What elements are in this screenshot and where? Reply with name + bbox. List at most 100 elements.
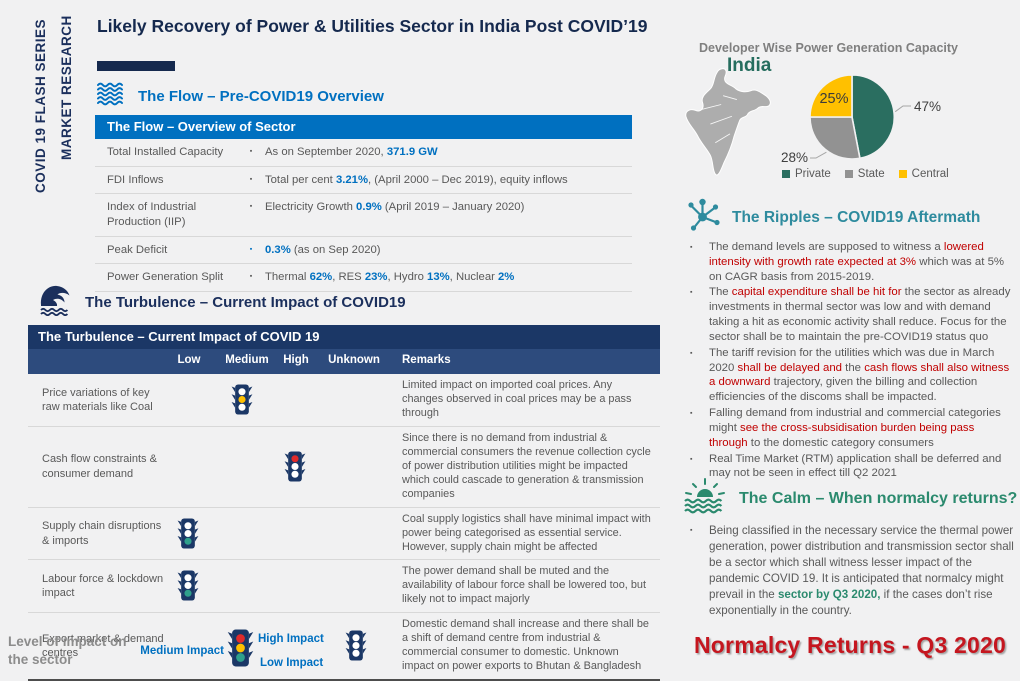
series-banner-line1: COVID 19 FLASH SERIES — [33, 18, 48, 193]
highlight-text: see the cross-subsidisation burden being… — [709, 421, 975, 449]
ripples-section-heading: The Ripples – COVID19 Aftermath — [686, 197, 980, 238]
column-header-remarks: Remarks — [402, 354, 451, 366]
text-segment: (April 2019 – January 2020) — [381, 201, 525, 214]
traffic-light-unknown-icon — [345, 630, 367, 666]
leader-line — [894, 105, 911, 113]
bullet-icon: ▪ — [690, 289, 693, 297]
bullet-item: ▪ The capital expenditure shall be hit fo… — [688, 285, 1014, 344]
legend-medium-impact-label: Medium Impact — [140, 645, 224, 657]
bullet-icon: ▪ — [690, 244, 693, 251]
bullet-item: ▪ Being classified in the necessary servi… — [688, 523, 1016, 619]
bullet-icon: ▪ — [249, 273, 253, 281]
flow-row-value: Total per cent 3.21%, (April 2000 – Dec … — [265, 173, 632, 188]
flow-row-value: Thermal 62%, RES 23%, Hydro 13%, Nuclear… — [265, 270, 632, 285]
turbulence-heading-text: The Turbulence – Current Impact of COVID… — [85, 293, 406, 311]
highlight-text: 0.3% — [265, 243, 291, 256]
legend-low-impact-label: Low Impact — [260, 657, 324, 669]
sun-over-waves-icon — [683, 477, 728, 520]
highlight-text: 371.9 GW — [386, 146, 438, 158]
bullet-text: Falling demand from industrial and comme… — [709, 406, 1014, 450]
impact-area-label: Supply chain disruptions & imports — [42, 520, 162, 547]
impact-area-label: Cash flow constraints & consumer demand — [42, 453, 157, 480]
bullet-text: Being classified in the necessary servic… — [709, 523, 1016, 619]
bullet-item: ▪ Falling demand from industrial and comm… — [688, 406, 1014, 450]
flow-overview-table: The Flow – Overview of Sector Total Inst… — [95, 115, 632, 293]
flow-heading-text: The Flow – Pre-COVID19 Overview — [138, 88, 384, 105]
text-segment: which was at 5% on CAGR basis from 2015-… — [709, 255, 1005, 283]
flow-row-value: As on September 2020, 371.9 GW — [265, 145, 632, 160]
bullet-icon: ▪ — [249, 245, 253, 253]
flow-row-label: Index of Industrial Production (IIP) — [107, 201, 197, 229]
region-label: India — [727, 55, 772, 76]
turbulence-table-header: The Turbulence – Current Impact of COVID… — [28, 325, 660, 349]
calm-bullet-list: ▪ Being classified in the necessary servi… — [688, 523, 1016, 620]
flow-row-label: Peak Deficit — [107, 243, 168, 256]
flow-table-row: Power Generation Split ▪ Thermal 62%, RES … — [95, 264, 632, 293]
title-underline-bar — [97, 61, 175, 71]
text-segment: , Nuclear — [449, 271, 499, 284]
text-segment: Total per cent — [265, 173, 336, 186]
text-segment: Electricity Growth — [265, 201, 357, 214]
turbulence-column-headers: Low Medium High Unknown Remarks — [28, 349, 660, 374]
bullet-text: Real Time Market (RTM) application shall… — [709, 452, 1014, 482]
highlight-text: 23% — [364, 271, 388, 284]
legend-swatch-icon — [782, 170, 790, 178]
turbulence-table-row: Supply chain disruptions & imports Coal s… — [28, 508, 660, 561]
bullet-text: The tariff revision for the utilities wh… — [709, 346, 1014, 405]
calm-heading-text: The Calm – When normalcy returns? — [739, 489, 1018, 507]
pie-label-central: 25% — [819, 91, 848, 107]
developer-capacity-pie-chart: 47% 28% 25% — [770, 70, 970, 187]
text-segment: Real Time Market (RTM) application shall… — [709, 452, 1002, 480]
india-map — [680, 66, 778, 197]
impact-level-cell — [168, 382, 402, 418]
bullet-icon: ▪ — [690, 527, 693, 534]
pie-legend-item: State — [844, 168, 885, 180]
text-segment: As on September 2020, — [265, 146, 387, 158]
text-segment: , RES — [332, 271, 365, 284]
traffic-light-low-icon — [177, 570, 199, 606]
bullet-item: ▪ The demand levels are supposed to witne… — [688, 240, 1014, 284]
flow-table-header: The Flow – Overview of Sector — [95, 115, 632, 139]
bullet-icon: ▪ — [690, 349, 693, 357]
text-segment: Falling demand from industrial and comme… — [709, 407, 1001, 434]
ripples-heading-text: The Ripples – COVID19 Aftermath — [732, 208, 981, 226]
impact-area-label: Price variations of key raw materials li… — [42, 386, 153, 413]
bullet-icon: ▪ — [690, 410, 693, 418]
text-segment: , Hydro — [387, 271, 428, 284]
highlight-text: 2% — [498, 271, 515, 284]
pie-slice-private — [851, 74, 896, 160]
flow-row-label: Total Installed Capacity — [107, 146, 224, 158]
text-segment: The demand levels are supposed to witnes… — [709, 241, 944, 253]
text-segment: Thermal — [265, 271, 310, 284]
highlight-text: lowered intensity with growth rate expec… — [709, 241, 984, 268]
highlight-text: 3.21% — [335, 173, 369, 186]
column-header-medium: Medium — [225, 354, 269, 366]
bullet-item: ▪ The tariff revision for the utilities w… — [688, 346, 1014, 405]
impact-area-label: Labour force & lockdown impact — [42, 573, 164, 600]
traffic-light-high-icon — [284, 451, 306, 487]
text-segment: The tariff revision for the utilities wh… — [709, 346, 995, 374]
bullet-icon: ▪ — [690, 455, 693, 463]
flow-row-value: Electricity Growth 0.9% (April 2019 – Ja… — [265, 200, 632, 215]
column-header-unknown: Unknown — [328, 354, 380, 366]
flow-table-row: Peak Deficit ▪ 0.3% (as on Sep 2020) — [95, 236, 632, 265]
flow-section-heading: The Flow – Pre-COVID19 Overview — [97, 82, 384, 111]
impact-level-cell — [168, 568, 402, 604]
legend-swatch-icon — [898, 170, 907, 178]
impact-level-cell — [168, 449, 402, 485]
turbulence-table-row: Cash flow constraints & consumer demand S… — [28, 427, 660, 508]
impact-remarks: Limited impact on imported coal prices. … — [402, 379, 632, 419]
turbulence-table-body: Price variations of key raw materials li… — [28, 374, 660, 681]
impact-level-cell — [168, 516, 402, 552]
traffic-light-low-icon — [177, 518, 199, 554]
highlight-text: shall be delayed and — [737, 361, 843, 374]
turbulence-section-heading: The Turbulence – Current Impact of COVID… — [38, 283, 406, 321]
flow-table-row: FDI Inflows ▪ Total per cent 3.21%, (April… — [95, 166, 632, 195]
legend-high-impact-label: High Impact — [258, 633, 324, 645]
ocean-wave-icon — [38, 283, 74, 321]
text-segment: , (April 2000 – Dec 2019), equity inflow… — [368, 173, 568, 186]
impact-remarks: Coal supply logistics shall have minimal… — [402, 512, 651, 553]
page-title: Likely Recovery of Power & Utilities Sec… — [97, 16, 648, 36]
bullet-icon: ▪ — [249, 148, 253, 155]
waves-lines-icon — [97, 82, 127, 111]
